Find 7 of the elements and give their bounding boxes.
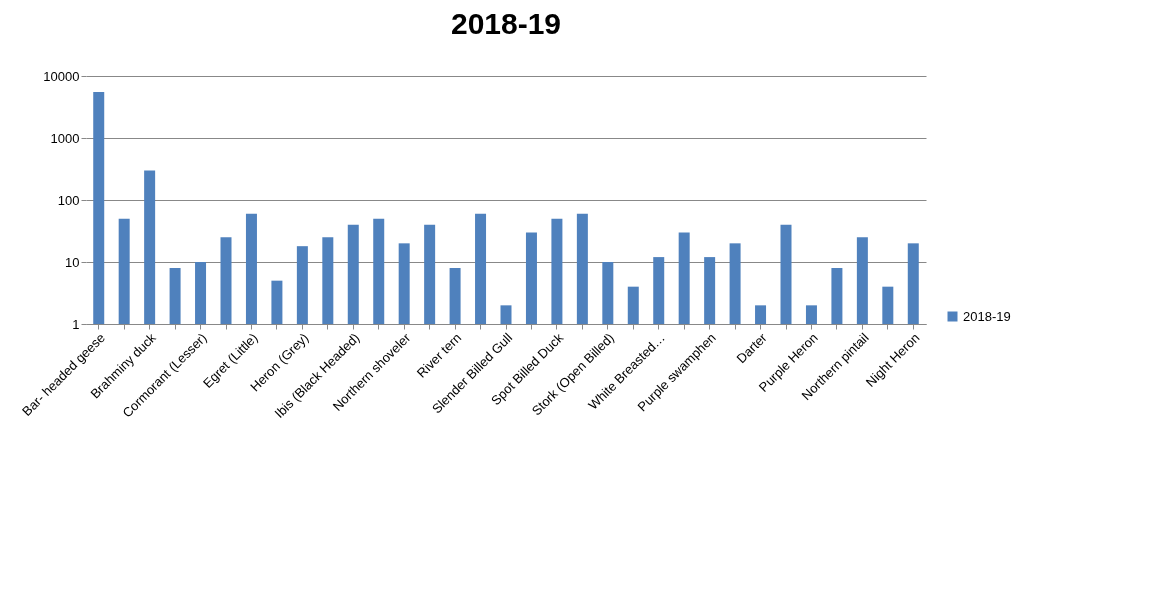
y-tick-label: 1000 [50, 130, 80, 146]
chart-title: 2018-19 [450, 7, 562, 40]
legend-label: 2018-19 [963, 308, 1011, 324]
y-tick-label: 100 [57, 192, 80, 208]
y-tick-label: 10000 [43, 68, 80, 84]
y-tick-label: 1 [72, 316, 80, 332]
y-tick-label: 10 [65, 254, 80, 270]
